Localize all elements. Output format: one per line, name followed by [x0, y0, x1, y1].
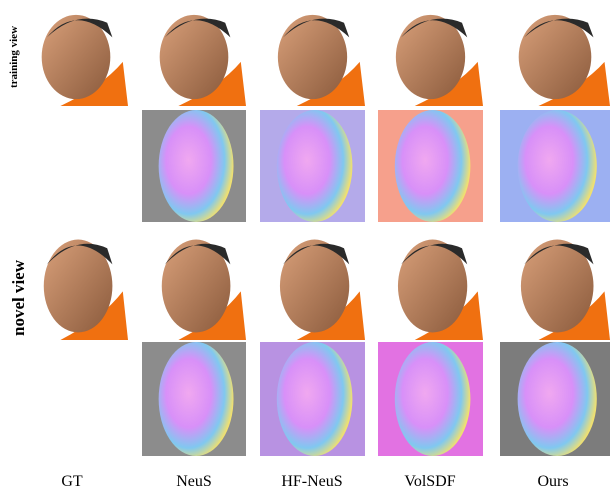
photo [24, 8, 128, 106]
row-label: novel view [9, 259, 28, 336]
normal-head [277, 110, 353, 222]
row-label: training view [8, 26, 20, 88]
photo [378, 8, 483, 106]
normal-head [159, 342, 234, 456]
normal-head [395, 110, 471, 222]
photo [378, 232, 483, 340]
normal-map [378, 110, 483, 222]
normal-map [260, 342, 365, 456]
photo [260, 8, 365, 106]
photo [500, 8, 610, 106]
column-label: GT [61, 473, 83, 490]
figure: training view novel view GT NeuS HF-NeuS… [0, 0, 612, 494]
column-label: VolSDF [404, 473, 455, 490]
photo [500, 232, 610, 340]
normal-map [500, 342, 610, 456]
normal-head [518, 342, 597, 456]
photo [142, 232, 246, 340]
image-grid [24, 8, 610, 456]
photo [142, 8, 246, 106]
normal-map [378, 342, 483, 456]
photo [24, 232, 128, 340]
normal-head [277, 342, 353, 456]
column-label: HF-NeuS [281, 473, 342, 490]
normal-head [518, 110, 597, 222]
normal-map [260, 110, 365, 222]
column-label: Ours [537, 473, 568, 490]
photo [260, 232, 365, 340]
normal-map [142, 110, 246, 222]
column-label: NeuS [176, 473, 212, 490]
normal-head [159, 110, 234, 222]
normal-map [500, 110, 610, 222]
normal-map [142, 342, 246, 456]
normal-head [395, 342, 471, 456]
